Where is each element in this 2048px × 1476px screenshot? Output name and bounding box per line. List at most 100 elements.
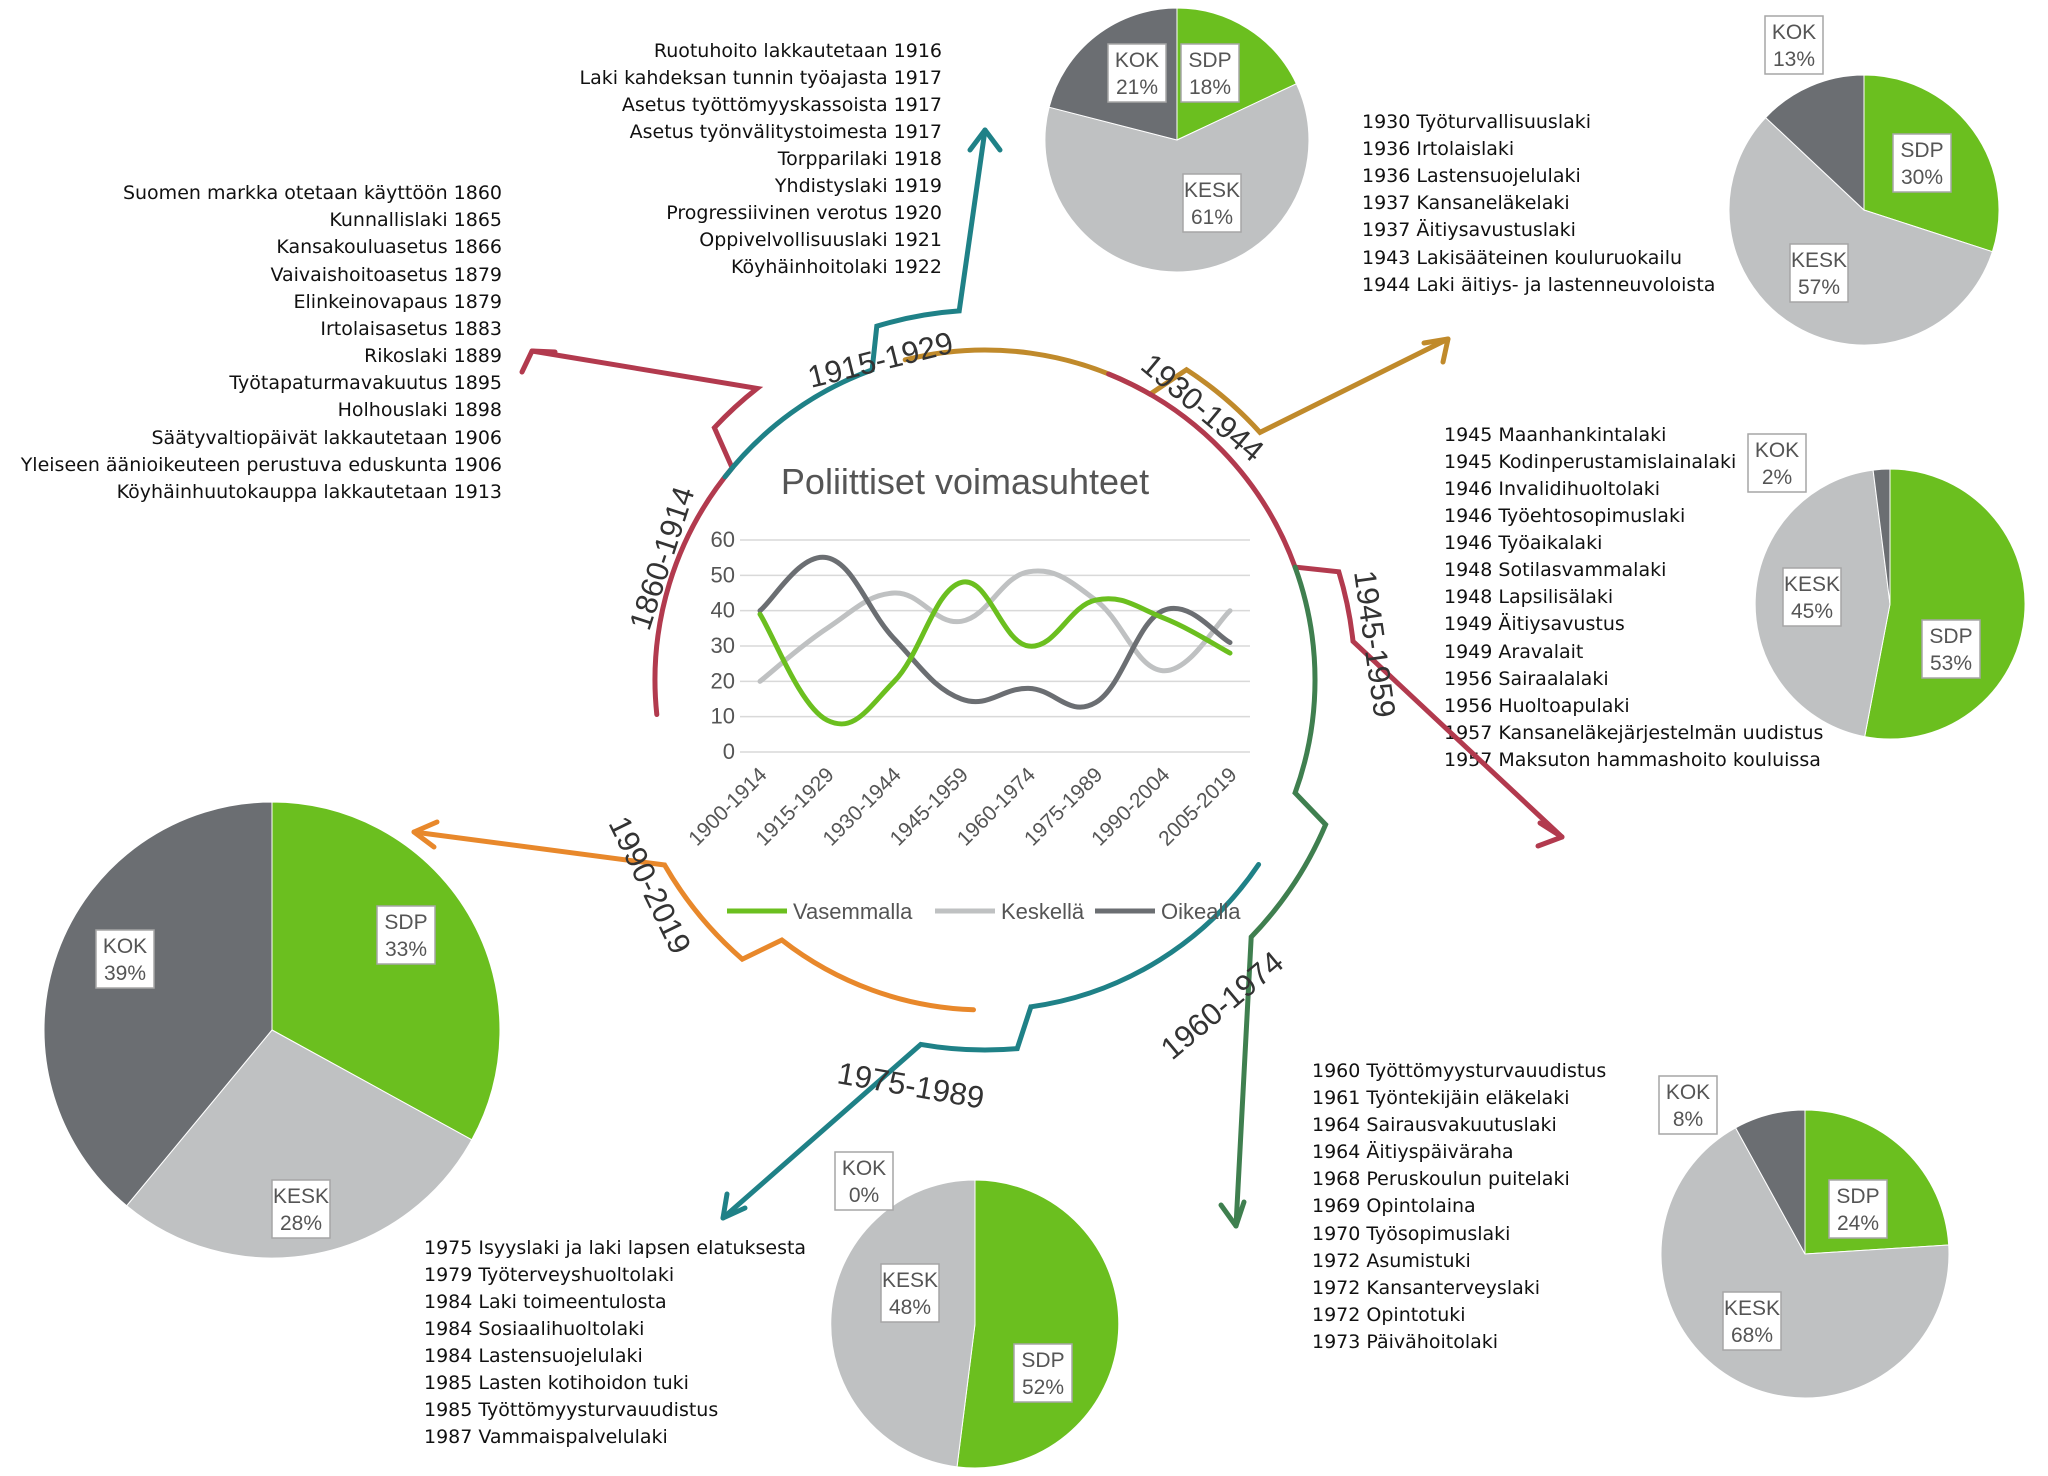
pie-label-box (1722, 1291, 1782, 1351)
laws-1915-1929: Ruotuhoito lakkautetaan 1916 Laki kahdek… (580, 40, 942, 278)
pie-label-party: KESK (1791, 249, 1847, 272)
laws-1930-1944: 1930 Työturvallisuuslaki 1936 Irtolaisla… (1362, 111, 1715, 296)
pie-label-box (1828, 1179, 1888, 1239)
chart-legend: Vasemmalla Keskellä Oikealla (727, 899, 1241, 924)
law-item: 1964 Äitiyspäiväraha (1312, 1140, 1514, 1163)
pie-1975-1989: SDP 52% KESK 48% KOK 0% (830, 1151, 1120, 1469)
law-item: 1956 Huoltoapulaki (1444, 695, 1630, 717)
law-item: Irtolaisasetus 1883 (320, 318, 502, 340)
pie-charts: SDP18%KESK61%KOK21%SDP30%KESK57%KOK13%SD… (43, 7, 2026, 1469)
pie-slice-kesk (1044, 83, 1310, 273)
law-item: 1957 Maksuton hammashoito kouluissa (1444, 749, 1821, 771)
pie-label-value: 45% (1791, 600, 1833, 623)
period-label: 1860-1914 (622, 482, 701, 634)
pie-label-party: KOK (1755, 439, 1799, 462)
law-item: 1957 Kansaneläkejärjestelmän uudistus (1444, 722, 1823, 744)
law-item: Työtapaturmavakuutus 1895 (228, 372, 502, 394)
pie-label-value: 2% (1762, 466, 1792, 489)
laws-1860-1914: Suomen markka otetaan käyttöön 1860 Kunn… (20, 182, 502, 503)
legend-label: Keskellä (1001, 899, 1085, 924)
pie-label-box (1013, 1343, 1073, 1403)
law-item: 1984 Laki toimeentulosta (424, 1291, 667, 1313)
pie-label-box (1182, 173, 1242, 233)
law-item: Asetus työnvälitystoimesta 1917 (630, 121, 942, 143)
pie-label-box (880, 1263, 940, 1323)
arrowhead-1990 (411, 819, 440, 850)
law-item: 1945 Maanhankintalaki (1444, 424, 1666, 446)
pie-slice-kok (1764, 74, 1865, 212)
segment-1975-1989 (720, 862, 1262, 1221)
chart-grid (740, 539, 1250, 753)
pie-label-box (1180, 43, 1240, 103)
pie-label-box (271, 1179, 331, 1239)
law-item: 1946 Työehtosopimuslaki (1444, 505, 1685, 527)
segment-1915-1929 (722, 127, 988, 480)
law-item: 1979 Työterveyshuoltolaki (424, 1264, 674, 1286)
law-item: 1960 Työttömyysturvauudistus (1312, 1060, 1606, 1082)
pie-label-box (1107, 43, 1167, 103)
law-item: 1987 Vammaispalvelulaki (424, 1426, 668, 1448)
pie-label-value: 33% (385, 938, 427, 961)
pie-label-party: KESK (273, 1185, 329, 1208)
pie-label-value: 18% (1189, 76, 1231, 99)
pie-1915-1929: SDP 18% KESK 61% KOK 21% (1044, 7, 1310, 273)
law-item: Vaivaishoitoasetus 1879 (270, 264, 502, 286)
laws-1975-1989: 1975 Isyyslaki ja laki lapsen elatuksest… (424, 1237, 806, 1448)
y-tick-label: 20 (711, 668, 735, 693)
pie-label-party: KOK (103, 935, 147, 958)
segment-1960-1974 (1233, 564, 1329, 1229)
pie-slice-sdp (271, 801, 501, 1141)
y-tick-label: 60 (711, 527, 735, 552)
law-item: 1956 Sairaalalaki (1444, 668, 1609, 690)
law-item: Köyhäinhoitolaki 1922 (731, 256, 942, 278)
pie-label-box (1747, 433, 1807, 493)
law-item: 1984 Sosiaalihuoltolaki (424, 1318, 644, 1340)
pie-label-box (834, 1151, 894, 1211)
law-item: 1972 Kansanterveyslaki (1312, 1277, 1540, 1299)
laws-1960-1974: 1960 Työttömyysturvauudistus 1961 Työnte… (1312, 1060, 1606, 1353)
law-item: 1945 Kodinperustamislainalaki (1444, 451, 1736, 473)
pie-1960-1974: SDP 24% KESK 68% KOK 8% (1658, 1075, 1950, 1399)
law-item: Holhouslaki 1898 (338, 399, 502, 421)
law-item: 1985 Työttömyysturvauudistus (424, 1399, 718, 1421)
pie-label-value: 13% (1773, 48, 1815, 71)
period-label: 1975-1989 (835, 1055, 987, 1115)
pie-label-value: 57% (1798, 276, 1840, 299)
y-tick-label: 30 (711, 633, 735, 658)
pie-label-box (95, 929, 155, 989)
y-tick-label: 50 (711, 562, 735, 587)
law-item: Kansakouluasetus 1866 (276, 236, 502, 258)
law-item: 1937 Äitiysavustuslaki (1362, 218, 1576, 241)
pie-label-value: 39% (104, 962, 146, 985)
law-item: 1943 Lakisääteinen kouluruokailu (1362, 247, 1682, 269)
law-item: 1970 Työsopimuslaki (1312, 1223, 1510, 1245)
law-item: 1968 Peruskoulun puitelaki (1312, 1168, 1570, 1190)
law-item: Progressiivinen verotus 1920 (666, 202, 942, 224)
pie-label-party: SDP (384, 911, 427, 934)
law-item: Rikoslaki 1889 (364, 345, 502, 367)
pie-slice-kok (1734, 1109, 1806, 1255)
timeline-ring (411, 127, 1565, 1229)
pie-label-party: SDP (1021, 1349, 1064, 1372)
period-label: 1930-1944 (1135, 347, 1271, 469)
pie-label-box (1782, 567, 1842, 627)
law-item: Yleiseen äänioikeuteen perustuva eduskun… (20, 454, 502, 476)
pie-label-value: 24% (1837, 1212, 1879, 1235)
law-item: Elinkeinovapaus 1879 (294, 291, 503, 313)
pie-label-value: 48% (889, 1296, 931, 1319)
pie-label-value: 30% (1901, 166, 1943, 189)
law-item: Yhdistyslaki 1919 (774, 175, 942, 197)
law-item: 1936 Lastensuojelulaki (1362, 165, 1581, 187)
y-tick-label: 40 (711, 598, 735, 623)
pie-label-box (376, 905, 436, 965)
pie-label-party: KESK (1184, 179, 1240, 202)
pie-label-party: SDP (1188, 49, 1231, 72)
pie-label-value: 21% (1116, 76, 1158, 99)
law-item: 1969 Opintolaina (1312, 1195, 1476, 1217)
pie-label-party: KOK (1772, 21, 1816, 44)
pie-label-value: 52% (1022, 1376, 1064, 1399)
series-line-oikealla (757, 555, 1233, 710)
pie-label-party: KOK (1666, 1081, 1710, 1104)
law-item: 1985 Lasten kotihoidon tuki (424, 1372, 689, 1394)
